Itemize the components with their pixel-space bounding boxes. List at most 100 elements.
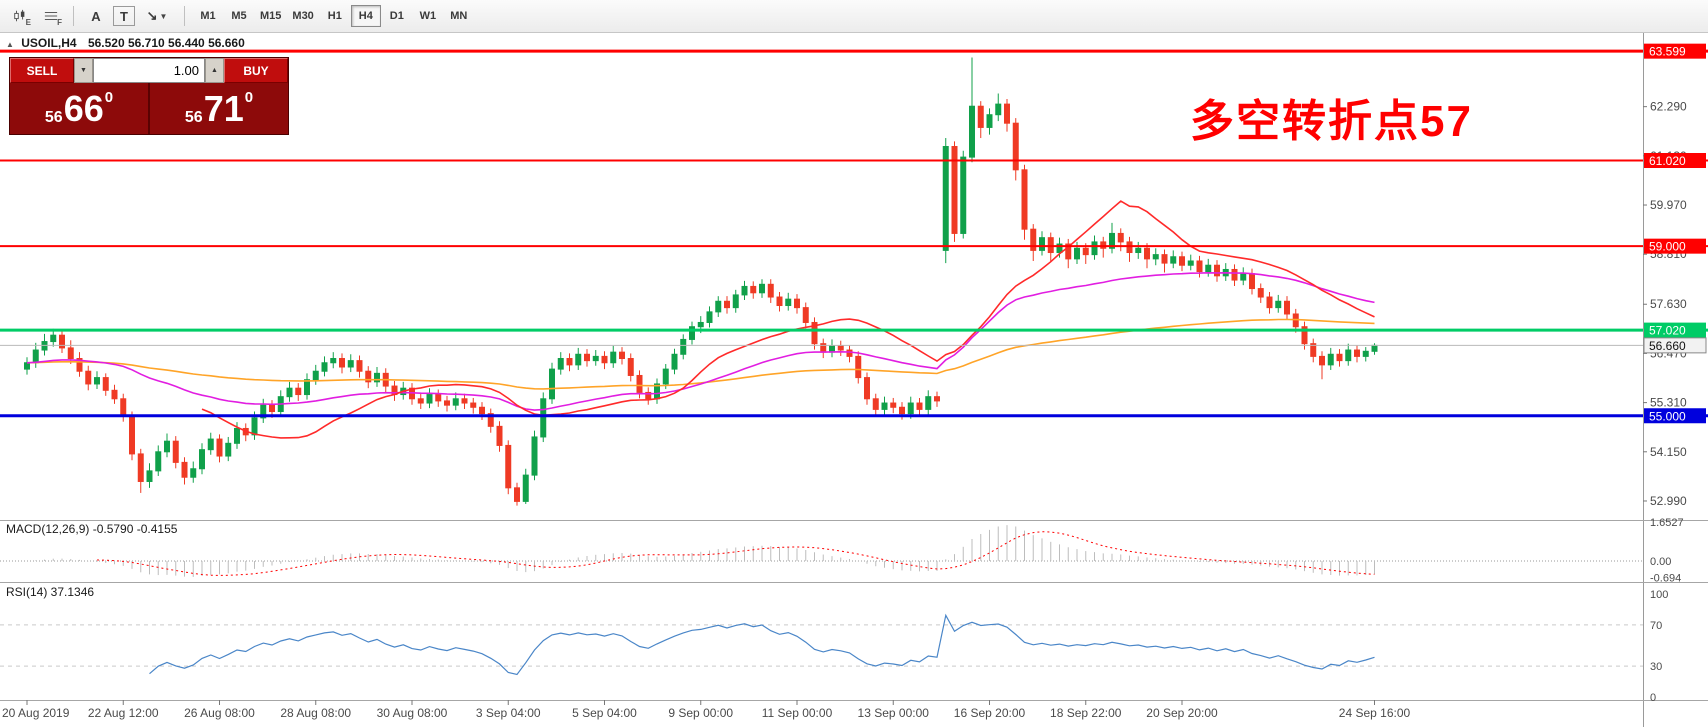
- toolbar-separator: [184, 6, 185, 26]
- price-axis[interactable]: 62.29061.13059.97058.81057.63056.47055.3…: [1643, 33, 1707, 727]
- textbox-tool-button[interactable]: T: [113, 6, 135, 26]
- price-divider: [148, 83, 150, 134]
- levels-icon: [44, 12, 58, 20]
- chart-area: 62.29061.13059.97058.81057.63056.47055.3…: [0, 33, 1708, 727]
- timeframe-button-m5[interactable]: M5: [224, 5, 254, 27]
- timeframe-button-m1[interactable]: M1: [193, 5, 223, 27]
- sell-price-sup: 0: [104, 89, 114, 106]
- hline-price-box-label: 61.020: [1649, 154, 1686, 168]
- rsi-indicator-label: RSI(14) 37.1346: [6, 585, 95, 599]
- timeframe-toolbar: M1 M5 M15 M30 H1 H4 D1 W1 MN: [193, 5, 474, 27]
- toolbar-separator: [73, 6, 74, 26]
- hline-objects: [0, 49, 1708, 418]
- rsi-panel: 100 70 30 0: [0, 589, 1668, 704]
- macd-histogram: [35, 525, 1375, 577]
- price-tick-label: 59.970: [1650, 198, 1687, 212]
- buy-price-sup: 0: [244, 89, 254, 106]
- chart-canvas[interactable]: 62.29061.13059.97058.81057.63056.47055.3…: [0, 33, 1708, 727]
- hline-price-box: [1644, 322, 1706, 338]
- timeframe-button-w1[interactable]: W1: [413, 5, 443, 27]
- time-label: 5 Sep 04:00: [572, 706, 637, 720]
- caret-down-icon: ▼: [80, 67, 87, 74]
- buy-price-prefix: 56: [184, 109, 203, 126]
- sell-price-big: 66: [63, 87, 104, 129]
- macd-axis-label: 0.00: [1650, 556, 1671, 568]
- arrows-tool-button[interactable]: ↘ ▼: [138, 4, 176, 28]
- macd-axis-label: -0.694: [1650, 572, 1681, 584]
- price-tick-label: 62.290: [1650, 100, 1687, 114]
- buy-price-display[interactable]: 56 71 0: [150, 83, 288, 134]
- text-tool-button[interactable]: A: [82, 4, 110, 28]
- hline-price-box-label: 55.000: [1649, 409, 1686, 423]
- time-label: 20 Sep 20:00: [1146, 706, 1218, 720]
- sell-button[interactable]: SELL: [10, 58, 74, 83]
- trade-controls-row: SELL ▼ ▲ BUY: [10, 58, 288, 83]
- dropdown-caret-icon: ▼: [159, 11, 168, 21]
- candles-layer: [24, 57, 1378, 506]
- time-label: 28 Aug 08:00: [280, 706, 351, 720]
- macd-indicator-label: MACD(12,26,9) -0.5790 -0.4155: [6, 522, 178, 536]
- symbol-name: USOIL,H4: [21, 36, 77, 50]
- symbol-info: ▲ USOIL,H4 56.520 56.710 56.440 56.660: [6, 36, 245, 50]
- chart-annotation[interactable]: 多空转折点57: [1190, 97, 1473, 146]
- current-price-box: [1643, 337, 1707, 354]
- time-axis[interactable]: 20 Aug 2019 22 Aug 12:00 26 Aug 08:00 28 Au…: [2, 700, 1411, 720]
- macd-signal-line: [96, 531, 1375, 576]
- candles-tool-sub: E: [25, 18, 31, 27]
- levels-tool-sub: F: [57, 18, 62, 27]
- buy-button[interactable]: BUY: [224, 58, 288, 83]
- time-label: 13 Sep 00:00: [858, 706, 930, 720]
- rsi-axis-label: 30: [1650, 661, 1662, 673]
- time-label: 16 Sep 20:00: [954, 706, 1026, 720]
- macd-panel: 1.6527 0.00 -0.694: [0, 517, 1684, 584]
- time-label: 22 Aug 12:00: [88, 706, 159, 720]
- timeframe-button-m15[interactable]: M15: [255, 5, 286, 27]
- time-label: 18 Sep 22:00: [1050, 706, 1122, 720]
- hline-price-box: [1644, 408, 1706, 424]
- hline-price-box: [1644, 238, 1706, 254]
- sell-price-display[interactable]: 56 66 0: [10, 83, 148, 134]
- rsi-axis-label: 70: [1650, 620, 1662, 632]
- textbox-tool-icon: T: [120, 8, 128, 24]
- volume-decrease-button[interactable]: ▼: [74, 58, 93, 83]
- macd-axis-label: 1.6527: [1650, 517, 1684, 529]
- levels-tool-button[interactable]: F: [37, 4, 65, 28]
- rsi-axis-label: 0: [1650, 692, 1656, 704]
- hline-price-box-label: 63.599: [1649, 45, 1686, 59]
- ema-50-line: [26, 271, 1375, 411]
- text-tool-icon: A: [91, 8, 101, 24]
- price-tick-label: 52.990: [1650, 494, 1687, 508]
- timeframe-button-h1[interactable]: H1: [320, 5, 350, 27]
- rsi-axis-label: 100: [1650, 589, 1668, 601]
- timeframe-button-d1[interactable]: D1: [382, 5, 412, 27]
- rsi-line: [149, 613, 1375, 676]
- timeframe-button-mn[interactable]: MN: [444, 5, 474, 27]
- price-tick-label: 57.630: [1650, 297, 1687, 311]
- time-label: 30 Aug 08:00: [377, 706, 448, 720]
- timeframe-button-m30[interactable]: M30: [287, 5, 318, 27]
- arrows-tool-icon: ↘: [146, 8, 158, 23]
- symbol-ohlc: 56.520 56.710 56.440 56.660: [87, 36, 245, 50]
- volume-increase-button[interactable]: ▲: [205, 58, 224, 83]
- toolbar: E F A T ↘ ▼ M1 M5 M15 M30 H1 H4 D1 W1 MN: [0, 0, 1708, 33]
- hline-price-box-label: 57.020: [1649, 324, 1686, 338]
- hline-price-box: [1644, 43, 1706, 59]
- candles-tool-button[interactable]: E: [6, 4, 34, 28]
- one-click-trading-panel: SELL ▼ ▲ BUY 56 66 0 56 71 0: [9, 57, 289, 135]
- buy-price-big: 71: [203, 87, 244, 129]
- price-tick-label: 54.150: [1650, 445, 1687, 459]
- candlestick-icon: [14, 9, 25, 22]
- time-label: 11 Sep 00:00: [762, 706, 833, 720]
- time-label: 26 Aug 08:00: [184, 706, 255, 720]
- current-price-box-label: 56.660: [1649, 339, 1686, 353]
- volume-input[interactable]: [93, 58, 205, 83]
- timeframe-button-h4[interactable]: H4: [350, 5, 381, 27]
- trade-prices-row: 56 66 0 56 71 0: [10, 83, 288, 134]
- time-label: 9 Sep 00:00: [668, 706, 733, 720]
- hline-price-box-label: 59.000: [1649, 240, 1686, 254]
- sell-price-prefix: 56: [44, 109, 63, 126]
- sma-21-line: [201, 200, 1375, 439]
- one-click-toggle-icon[interactable]: ▲: [6, 40, 14, 49]
- hline-price-box: [1644, 153, 1706, 169]
